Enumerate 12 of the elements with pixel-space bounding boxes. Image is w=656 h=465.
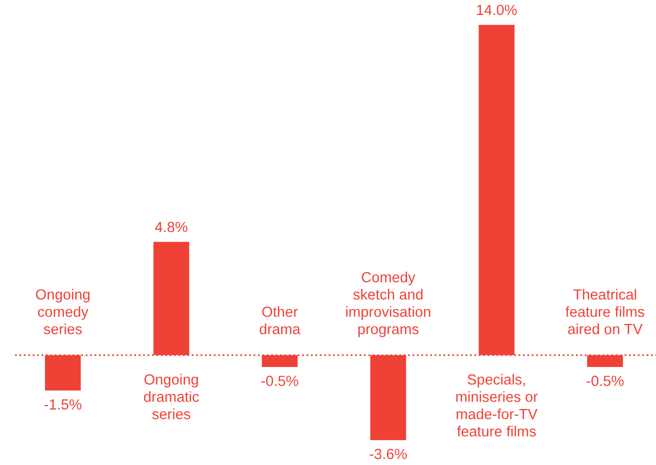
data-label: -0.5% xyxy=(586,376,624,386)
data-label: -3.6% xyxy=(370,448,407,460)
data-label: 4.8% xyxy=(155,222,188,232)
data-label: -1.5% xyxy=(44,399,82,410)
x-tick-label: Comedy sketch and improvisation programs xyxy=(346,272,430,338)
x-tick-label: Ongoing dramatic series xyxy=(144,374,199,420)
x-tick-label: Theatrical feature films aired on TV xyxy=(566,288,644,334)
x-tick-label: Specials, miniseries or made-for-TV feature films xyxy=(456,374,538,437)
x-tick-label: Ongoing comedy series xyxy=(36,288,90,334)
x-tick-label: Other drama xyxy=(260,306,300,334)
data-label: -0.5% xyxy=(261,376,298,386)
data-label: 14.0% xyxy=(477,4,517,16)
